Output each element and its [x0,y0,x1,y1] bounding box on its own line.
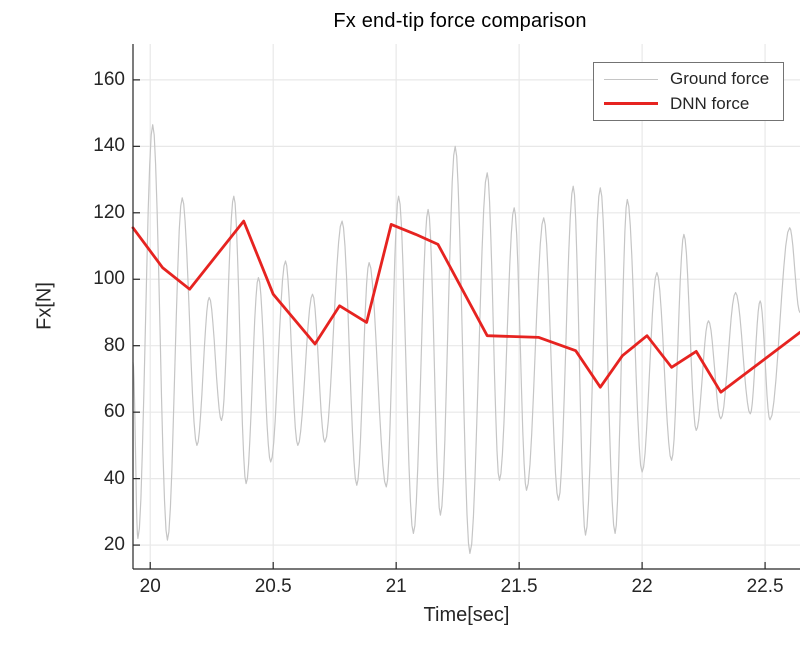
x-axis-label: Time[sec] [423,604,510,626]
y-tick-label: 160 [93,68,125,90]
y-tick-label: 100 [93,268,125,290]
legend-box: Ground force DNN force [593,62,784,121]
y-tick-label: 120 [93,201,125,223]
y-tick-label: 80 [103,334,125,356]
legend-label: DNN force [670,93,750,113]
legend-item-ground-force: Ground force [594,69,783,89]
y-tick-label: 20 [103,534,125,556]
x-tick-label: 21 [385,576,407,597]
x-tick-label: 21.5 [500,576,538,597]
x-tick-label: 22.5 [746,576,784,597]
y-tick-label: 60 [103,401,125,423]
legend-line-sample [604,78,658,80]
series-line-dnn-force [131,219,800,394]
legend-label: Ground force [670,69,770,89]
chart-title: Fx end-tip force comparison [333,10,587,32]
x-tick-label: 20.5 [254,576,292,597]
legend-item-dnn-force: DNN force [594,94,783,114]
y-tick-label: 40 [103,467,125,489]
x-tick-label: 20 [139,576,161,597]
series-line-ground-force [132,124,800,554]
legend-line-sample [604,102,658,106]
y-tick-label: 140 [93,135,125,157]
x-tick-label: 22 [631,576,653,597]
